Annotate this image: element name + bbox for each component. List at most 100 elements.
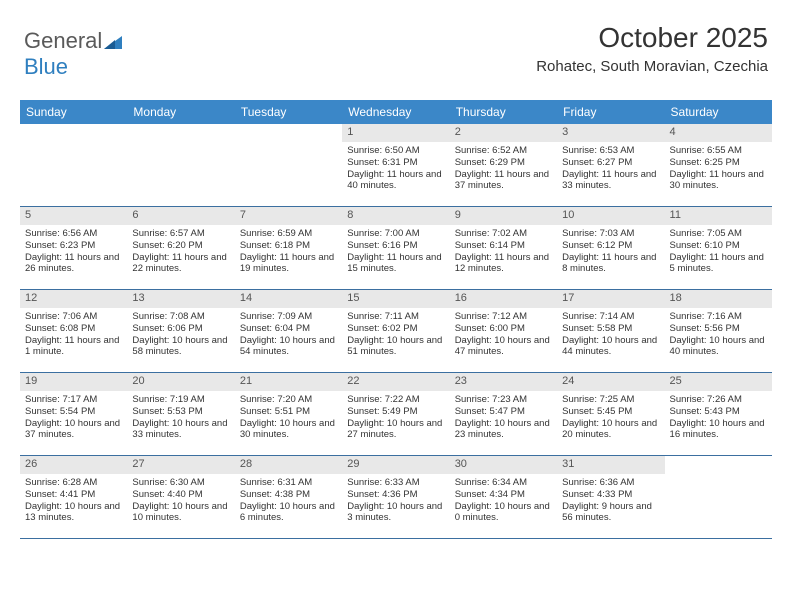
day-number: 1 bbox=[342, 124, 449, 142]
day-cell: 29Sunrise: 6:33 AMSunset: 4:36 PMDayligh… bbox=[342, 456, 449, 538]
sunset-text: Sunset: 6:02 PM bbox=[347, 323, 444, 335]
sunset-text: Sunset: 6:10 PM bbox=[670, 240, 767, 252]
daylight-text: Daylight: 10 hours and 6 minutes. bbox=[240, 501, 337, 525]
week-row: 19Sunrise: 7:17 AMSunset: 5:54 PMDayligh… bbox=[20, 373, 772, 456]
sunrise-text: Sunrise: 6:50 AM bbox=[347, 145, 444, 157]
sunrise-text: Sunrise: 6:33 AM bbox=[347, 477, 444, 489]
daylight-text: Daylight: 11 hours and 19 minutes. bbox=[240, 252, 337, 276]
sunset-text: Sunset: 6:18 PM bbox=[240, 240, 337, 252]
sunset-text: Sunset: 4:41 PM bbox=[25, 489, 122, 501]
daylight-text: Daylight: 11 hours and 37 minutes. bbox=[455, 169, 552, 193]
day-number: 4 bbox=[665, 124, 772, 142]
day-body: Sunrise: 7:12 AMSunset: 6:00 PMDaylight:… bbox=[450, 308, 557, 364]
day-cell: 14Sunrise: 7:09 AMSunset: 6:04 PMDayligh… bbox=[235, 290, 342, 372]
day-body: Sunrise: 7:26 AMSunset: 5:43 PMDaylight:… bbox=[665, 391, 772, 447]
day-number: 22 bbox=[342, 373, 449, 391]
day-number: 7 bbox=[235, 207, 342, 225]
day-cell: 30Sunrise: 6:34 AMSunset: 4:34 PMDayligh… bbox=[450, 456, 557, 538]
sunrise-text: Sunrise: 6:34 AM bbox=[455, 477, 552, 489]
day-body: Sunrise: 7:17 AMSunset: 5:54 PMDaylight:… bbox=[20, 391, 127, 447]
day-body: Sunrise: 6:55 AMSunset: 6:25 PMDaylight:… bbox=[665, 142, 772, 198]
day-number: 24 bbox=[557, 373, 664, 391]
day-cell: 2Sunrise: 6:52 AMSunset: 6:29 PMDaylight… bbox=[450, 124, 557, 206]
day-cell: 26Sunrise: 6:28 AMSunset: 4:41 PMDayligh… bbox=[20, 456, 127, 538]
day-cell: 20Sunrise: 7:19 AMSunset: 5:53 PMDayligh… bbox=[127, 373, 234, 455]
day-cell: 24Sunrise: 7:25 AMSunset: 5:45 PMDayligh… bbox=[557, 373, 664, 455]
sunset-text: Sunset: 5:58 PM bbox=[562, 323, 659, 335]
sunset-text: Sunset: 6:25 PM bbox=[670, 157, 767, 169]
day-number bbox=[20, 124, 127, 128]
weekday-label: Saturday bbox=[665, 100, 772, 124]
day-number: 11 bbox=[665, 207, 772, 225]
sunrise-text: Sunrise: 6:56 AM bbox=[25, 228, 122, 240]
day-body: Sunrise: 6:36 AMSunset: 4:33 PMDaylight:… bbox=[557, 474, 664, 530]
day-body: Sunrise: 6:30 AMSunset: 4:40 PMDaylight:… bbox=[127, 474, 234, 530]
day-cell: 1Sunrise: 6:50 AMSunset: 6:31 PMDaylight… bbox=[342, 124, 449, 206]
day-body: Sunrise: 7:23 AMSunset: 5:47 PMDaylight:… bbox=[450, 391, 557, 447]
daylight-text: Daylight: 11 hours and 22 minutes. bbox=[132, 252, 229, 276]
day-body: Sunrise: 6:31 AMSunset: 4:38 PMDaylight:… bbox=[235, 474, 342, 530]
sunset-text: Sunset: 4:34 PM bbox=[455, 489, 552, 501]
day-body: Sunrise: 7:16 AMSunset: 5:56 PMDaylight:… bbox=[665, 308, 772, 364]
daylight-text: Daylight: 10 hours and 33 minutes. bbox=[132, 418, 229, 442]
day-number: 31 bbox=[557, 456, 664, 474]
sunrise-text: Sunrise: 7:02 AM bbox=[455, 228, 552, 240]
weekday-label: Friday bbox=[557, 100, 664, 124]
daylight-text: Daylight: 9 hours and 56 minutes. bbox=[562, 501, 659, 525]
daylight-text: Daylight: 11 hours and 8 minutes. bbox=[562, 252, 659, 276]
daylight-text: Daylight: 10 hours and 3 minutes. bbox=[347, 501, 444, 525]
weekday-header: Sunday Monday Tuesday Wednesday Thursday… bbox=[20, 100, 772, 124]
sunrise-text: Sunrise: 7:20 AM bbox=[240, 394, 337, 406]
sunset-text: Sunset: 6:31 PM bbox=[347, 157, 444, 169]
day-number: 27 bbox=[127, 456, 234, 474]
sunset-text: Sunset: 6:23 PM bbox=[25, 240, 122, 252]
sunrise-text: Sunrise: 7:08 AM bbox=[132, 311, 229, 323]
sunrise-text: Sunrise: 7:17 AM bbox=[25, 394, 122, 406]
sunrise-text: Sunrise: 7:16 AM bbox=[670, 311, 767, 323]
sunset-text: Sunset: 5:43 PM bbox=[670, 406, 767, 418]
day-body: Sunrise: 7:09 AMSunset: 6:04 PMDaylight:… bbox=[235, 308, 342, 364]
day-number: 2 bbox=[450, 124, 557, 142]
brand-part1: General bbox=[24, 28, 102, 53]
daylight-text: Daylight: 10 hours and 0 minutes. bbox=[455, 501, 552, 525]
daylight-text: Daylight: 10 hours and 13 minutes. bbox=[25, 501, 122, 525]
daylight-text: Daylight: 11 hours and 26 minutes. bbox=[25, 252, 122, 276]
daylight-text: Daylight: 10 hours and 20 minutes. bbox=[562, 418, 659, 442]
daylight-text: Daylight: 10 hours and 47 minutes. bbox=[455, 335, 552, 359]
day-body: Sunrise: 6:33 AMSunset: 4:36 PMDaylight:… bbox=[342, 474, 449, 530]
day-number: 17 bbox=[557, 290, 664, 308]
day-number bbox=[665, 456, 772, 460]
page-header: October 2025 Rohatec, South Moravian, Cz… bbox=[536, 22, 768, 75]
day-cell: 6Sunrise: 6:57 AMSunset: 6:20 PMDaylight… bbox=[127, 207, 234, 289]
day-number: 26 bbox=[20, 456, 127, 474]
sunset-text: Sunset: 4:36 PM bbox=[347, 489, 444, 501]
sunrise-text: Sunrise: 6:59 AM bbox=[240, 228, 337, 240]
daylight-text: Daylight: 10 hours and 27 minutes. bbox=[347, 418, 444, 442]
day-body: Sunrise: 7:22 AMSunset: 5:49 PMDaylight:… bbox=[342, 391, 449, 447]
day-cell: 7 Sunrise: 6:59 AMSunset: 6:18 PMDaylight… bbox=[235, 207, 342, 289]
page-subtitle: Rohatec, South Moravian, Czechia bbox=[536, 58, 768, 75]
day-number: 5 bbox=[20, 207, 127, 225]
day-cell: 8Sunrise: 7:00 AMSunset: 6:16 PMDaylight… bbox=[342, 207, 449, 289]
day-number: 14 bbox=[235, 290, 342, 308]
day-cell: 4Sunrise: 6:55 AMSunset: 6:25 PMDaylight… bbox=[665, 124, 772, 206]
sunset-text: Sunset: 4:33 PM bbox=[562, 489, 659, 501]
day-cell: 27Sunrise: 6:30 AMSunset: 4:40 PMDayligh… bbox=[127, 456, 234, 538]
daylight-text: Daylight: 11 hours and 12 minutes. bbox=[455, 252, 552, 276]
day-body: Sunrise: 7:11 AMSunset: 6:02 PMDaylight:… bbox=[342, 308, 449, 364]
daylight-text: Daylight: 10 hours and 16 minutes. bbox=[670, 418, 767, 442]
sunset-text: Sunset: 5:45 PM bbox=[562, 406, 659, 418]
sunset-text: Sunset: 6:29 PM bbox=[455, 157, 552, 169]
daylight-text: Daylight: 11 hours and 5 minutes. bbox=[670, 252, 767, 276]
weekday-label: Sunday bbox=[20, 100, 127, 124]
day-cell: 22Sunrise: 7:22 AMSunset: 5:49 PMDayligh… bbox=[342, 373, 449, 455]
brand-part2: Blue bbox=[24, 54, 68, 79]
sunset-text: Sunset: 6:06 PM bbox=[132, 323, 229, 335]
day-number: 8 bbox=[342, 207, 449, 225]
day-cell: 21Sunrise: 7:20 AMSunset: 5:51 PMDayligh… bbox=[235, 373, 342, 455]
daylight-text: Daylight: 11 hours and 33 minutes. bbox=[562, 169, 659, 193]
sunrise-text: Sunrise: 6:31 AM bbox=[240, 477, 337, 489]
sunrise-text: Sunrise: 6:57 AM bbox=[132, 228, 229, 240]
day-body: Sunrise: 7:14 AMSunset: 5:58 PMDaylight:… bbox=[557, 308, 664, 364]
day-cell: 19Sunrise: 7:17 AMSunset: 5:54 PMDayligh… bbox=[20, 373, 127, 455]
